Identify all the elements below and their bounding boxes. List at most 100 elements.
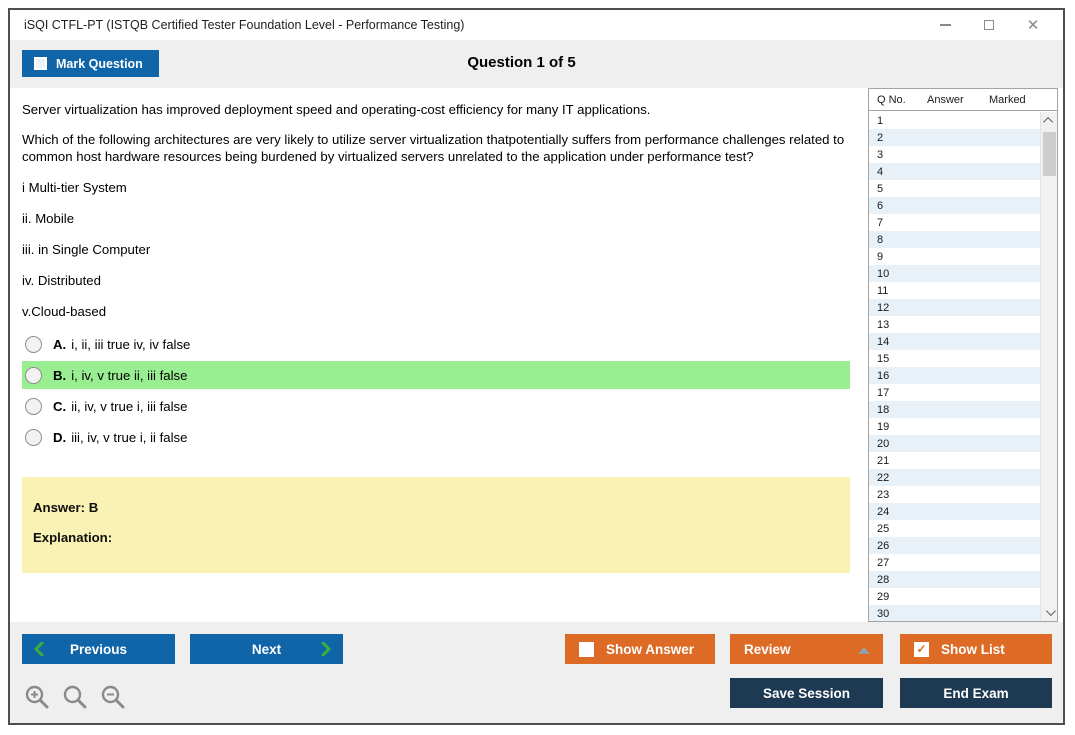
question-list-row[interactable]: 16 (869, 367, 1040, 384)
save-session-button[interactable]: Save Session (730, 678, 883, 708)
question-list-row[interactable]: 27 (869, 554, 1040, 571)
row-question-number: 7 (877, 216, 884, 229)
zoom-in-icon[interactable] (24, 684, 51, 711)
row-question-number: 25 (877, 522, 890, 535)
mark-question-checkbox[interactable] (34, 57, 47, 70)
question-list-row[interactable]: 12 (869, 299, 1040, 316)
row-question-number: 24 (877, 505, 890, 518)
question-list-row[interactable]: 23 (869, 486, 1040, 503)
question-list-item: i Multi-tier System (22, 180, 127, 195)
scrollbar-thumb[interactable] (1043, 132, 1056, 176)
question-roman-list: i Multi-tier System ii. Mobile iii. in Sin… (22, 179, 850, 320)
show-list-checkbox[interactable] (914, 641, 929, 657)
minimize-button[interactable] (923, 10, 967, 40)
question-list-row[interactable]: 2 (869, 129, 1040, 146)
question-paragraph: Which of the following architectures are… (22, 132, 845, 164)
previous-button[interactable]: Previous (22, 634, 175, 664)
question-list-row[interactable]: 1 (869, 112, 1040, 129)
answer-option-row[interactable]: C. ii, iv, v true i, iii false (22, 392, 850, 420)
option-text: i, iv, v true ii, iii false (71, 367, 188, 383)
row-question-number: 22 (877, 471, 890, 484)
question-list-row[interactable]: 29 (869, 588, 1040, 605)
question-list-row[interactable]: 30 (869, 605, 1040, 621)
question-list-row[interactable]: 28 (869, 571, 1040, 588)
row-question-number: 5 (877, 182, 884, 195)
radio-button-icon[interactable] (25, 428, 42, 446)
question-list-item: v.Cloud-based (22, 304, 107, 319)
maximize-icon (984, 20, 994, 30)
question-list-row[interactable]: 10 (869, 265, 1040, 282)
review-dropdown[interactable]: Review (730, 634, 883, 664)
zoom-out-icon[interactable] (100, 684, 127, 711)
row-question-number: 15 (877, 352, 890, 365)
answer-option-row[interactable]: B. i, iv, v true ii, iii false (22, 361, 850, 389)
question-list-row[interactable]: 5 (869, 180, 1040, 197)
next-label: Next (251, 641, 282, 657)
save-session-label: Save Session (762, 685, 851, 701)
mark-question-button[interactable]: Mark Question (22, 50, 159, 77)
question-list-row[interactable]: 22 (869, 469, 1040, 486)
question-list-scrollbar[interactable] (1040, 112, 1057, 621)
question-list-rows: 1 2 3 (869, 112, 1040, 621)
row-question-number: 11 (877, 284, 889, 297)
radio-button-icon[interactable] (25, 366, 42, 384)
question-list-row[interactable]: 6 (869, 197, 1040, 214)
question-list-row[interactable]: 11 (869, 282, 1040, 299)
question-list-panel: Q No. Answer Marked 1 2 (868, 88, 1058, 622)
scroll-down-button[interactable] (1041, 604, 1058, 621)
end-exam-button[interactable]: End Exam (900, 678, 1052, 708)
show-answer-checkbox[interactable] (579, 641, 594, 657)
row-question-number: 30 (877, 607, 890, 620)
show-answer-button[interactable]: Show Answer (565, 634, 715, 664)
question-list-row[interactable]: 25 (869, 520, 1040, 537)
next-button[interactable]: Next (190, 634, 343, 664)
question-list-row[interactable]: 7 (869, 214, 1040, 231)
question-list-row[interactable]: 26 (869, 537, 1040, 554)
show-list-button[interactable]: Show List (900, 634, 1052, 664)
question-list-row[interactable]: 17 (869, 384, 1040, 401)
close-button[interactable]: ✕ (1011, 10, 1055, 40)
question-counter: Question 1 of 5 (467, 54, 576, 71)
column-header-qno: Q No. (877, 93, 906, 106)
explanation-label: Explanation: (33, 530, 113, 545)
question-list-row[interactable]: 13 (869, 316, 1040, 333)
show-list-label: Show List (941, 641, 1005, 657)
row-question-number: 6 (877, 199, 884, 212)
question-list-row[interactable]: 19 (869, 418, 1040, 435)
row-question-number: 20 (877, 437, 890, 450)
row-question-number: 29 (877, 590, 890, 603)
row-question-number: 27 (877, 556, 890, 569)
window-title: iSQI CTFL-PT (ISTQB Certified Tester Fou… (24, 18, 465, 32)
column-header-answer: Answer (927, 93, 964, 106)
question-list-row[interactable]: 3 (869, 146, 1040, 163)
question-list-row[interactable]: 15 (869, 350, 1040, 367)
radio-button-icon[interactable] (25, 335, 42, 353)
maximize-button[interactable] (967, 10, 1011, 40)
question-list-row[interactable]: 24 (869, 503, 1040, 520)
row-question-number: 17 (877, 386, 890, 399)
question-list-row[interactable]: 4 (869, 163, 1040, 180)
scroll-up-button[interactable] (1041, 112, 1058, 129)
question-list-row[interactable]: 14 (869, 333, 1040, 350)
question-list-row[interactable]: 21 (869, 452, 1040, 469)
close-icon: ✕ (1026, 16, 1040, 34)
question-list-row[interactable]: 20 (869, 435, 1040, 452)
row-question-number: 26 (877, 539, 890, 552)
row-question-number: 16 (877, 369, 890, 382)
answer-option-row[interactable]: D. iii, iv, v true i, ii false (22, 423, 850, 451)
option-letter: C. (53, 398, 67, 414)
question-list-row[interactable]: 18 (869, 401, 1040, 418)
content-area: Server virtualization has improved deplo… (10, 88, 1063, 622)
question-list-row[interactable]: 9 (869, 248, 1040, 265)
zoom-reset-icon[interactable] (62, 684, 89, 711)
answer-label: Answer: B (33, 500, 99, 515)
answer-option-row[interactable]: A. i, ii, iii true iv, iv false (22, 330, 850, 358)
question-list-row[interactable]: 8 (869, 231, 1040, 248)
row-question-number: 12 (877, 301, 890, 314)
row-question-number: 8 (877, 233, 884, 246)
chevron-up-icon (1043, 116, 1054, 127)
row-question-number: 23 (877, 488, 890, 501)
radio-button-icon[interactable] (25, 397, 42, 415)
minimize-icon (939, 24, 951, 26)
row-question-number: 2 (877, 131, 884, 144)
